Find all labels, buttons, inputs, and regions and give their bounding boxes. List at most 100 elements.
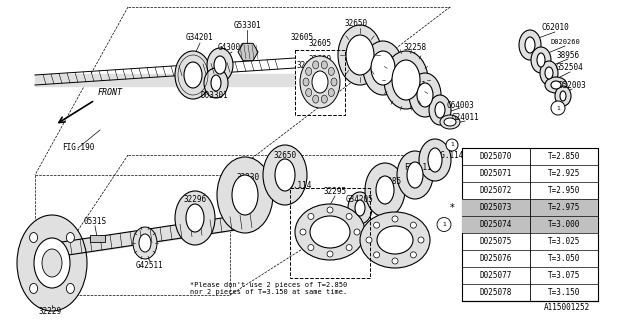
Ellipse shape (437, 218, 451, 231)
Text: D025070: D025070 (480, 152, 512, 161)
Ellipse shape (377, 226, 413, 254)
Ellipse shape (418, 237, 424, 243)
Ellipse shape (313, 61, 319, 69)
Bar (462, 148, 598, 301)
Ellipse shape (214, 56, 226, 74)
Ellipse shape (312, 71, 328, 93)
Ellipse shape (348, 192, 372, 224)
Text: 32296: 32296 (184, 196, 207, 204)
Text: G34205: G34205 (346, 196, 374, 204)
Text: 32609: 32609 (296, 60, 319, 69)
Text: FIG.114: FIG.114 (431, 150, 463, 159)
Ellipse shape (545, 77, 567, 93)
Ellipse shape (338, 25, 382, 85)
Ellipse shape (331, 78, 337, 86)
Ellipse shape (313, 95, 319, 103)
Bar (295, 50, 345, 115)
Ellipse shape (531, 47, 551, 73)
Text: 1: 1 (450, 142, 454, 148)
Text: 32230: 32230 (236, 173, 260, 182)
Ellipse shape (321, 95, 327, 103)
Ellipse shape (410, 222, 417, 228)
Bar (462, 199, 598, 216)
Ellipse shape (133, 227, 157, 259)
Text: C64003: C64003 (446, 100, 474, 109)
Ellipse shape (435, 102, 445, 118)
Text: G43006: G43006 (218, 44, 246, 52)
Text: D52003: D52003 (558, 81, 586, 90)
Ellipse shape (17, 215, 87, 311)
Ellipse shape (525, 37, 535, 53)
Ellipse shape (328, 68, 334, 76)
Ellipse shape (29, 233, 38, 243)
Ellipse shape (300, 229, 306, 235)
Ellipse shape (440, 115, 460, 129)
Text: G52504: G52504 (556, 63, 584, 73)
Ellipse shape (303, 78, 309, 86)
Text: D025073: D025073 (480, 203, 512, 212)
Text: D025075: D025075 (480, 237, 512, 246)
Text: T=3.050: T=3.050 (548, 254, 580, 263)
Text: T=2.850: T=2.850 (548, 152, 580, 161)
Ellipse shape (374, 222, 380, 228)
Ellipse shape (29, 284, 38, 293)
Ellipse shape (519, 30, 541, 60)
Ellipse shape (428, 148, 442, 172)
Ellipse shape (306, 68, 312, 76)
Ellipse shape (384, 51, 428, 109)
Ellipse shape (537, 53, 545, 67)
Text: D025076: D025076 (480, 254, 512, 263)
Text: 0320S: 0320S (383, 258, 406, 267)
Text: T=2.925: T=2.925 (548, 169, 580, 178)
Ellipse shape (67, 284, 74, 293)
Ellipse shape (540, 61, 558, 85)
Text: FIG.114: FIG.114 (279, 181, 311, 190)
Text: D025071: D025071 (480, 169, 512, 178)
Text: 38956: 38956 (556, 51, 580, 60)
Text: 0531S: 0531S (83, 218, 107, 227)
Ellipse shape (306, 89, 312, 97)
Ellipse shape (346, 213, 352, 220)
Text: 32229: 32229 (38, 308, 61, 316)
Ellipse shape (308, 244, 314, 251)
Ellipse shape (300, 56, 340, 108)
Ellipse shape (346, 35, 374, 75)
Text: T=3.075: T=3.075 (548, 271, 580, 280)
Ellipse shape (551, 101, 565, 115)
Ellipse shape (354, 229, 360, 235)
Text: 32251: 32251 (403, 81, 427, 90)
Ellipse shape (355, 200, 365, 216)
Ellipse shape (327, 251, 333, 257)
Text: T=3.000: T=3.000 (548, 220, 580, 229)
Ellipse shape (429, 95, 451, 125)
Text: G34201: G34201 (186, 34, 214, 43)
Ellipse shape (409, 73, 441, 117)
Text: *Please don't use 2 pieces of T=2.850
nor 2 pieces of T=3.150 at same time.: *Please don't use 2 pieces of T=2.850 no… (190, 282, 348, 295)
Text: G42511: G42511 (136, 260, 164, 269)
Ellipse shape (204, 68, 228, 98)
Text: A115001252: A115001252 (544, 303, 590, 312)
Ellipse shape (34, 238, 70, 288)
Ellipse shape (392, 258, 398, 264)
Text: 32295: 32295 (323, 188, 347, 196)
Text: D025078: D025078 (480, 288, 512, 297)
Text: C62010: C62010 (541, 23, 569, 33)
Ellipse shape (42, 249, 62, 277)
Ellipse shape (186, 204, 204, 232)
Text: D025074: D025074 (480, 220, 512, 229)
Ellipse shape (366, 237, 372, 243)
Ellipse shape (397, 151, 433, 199)
Ellipse shape (374, 252, 380, 258)
Ellipse shape (410, 252, 417, 258)
Text: G53301: G53301 (233, 20, 261, 29)
Ellipse shape (211, 75, 221, 91)
Ellipse shape (363, 41, 403, 95)
Text: 32258: 32258 (403, 44, 427, 52)
Ellipse shape (417, 83, 433, 107)
Text: FIG.190: FIG.190 (62, 143, 94, 153)
Ellipse shape (407, 162, 423, 188)
Ellipse shape (392, 60, 420, 100)
Text: 1: 1 (556, 106, 560, 110)
Text: 32650: 32650 (273, 150, 296, 159)
Bar (90, 235, 105, 242)
